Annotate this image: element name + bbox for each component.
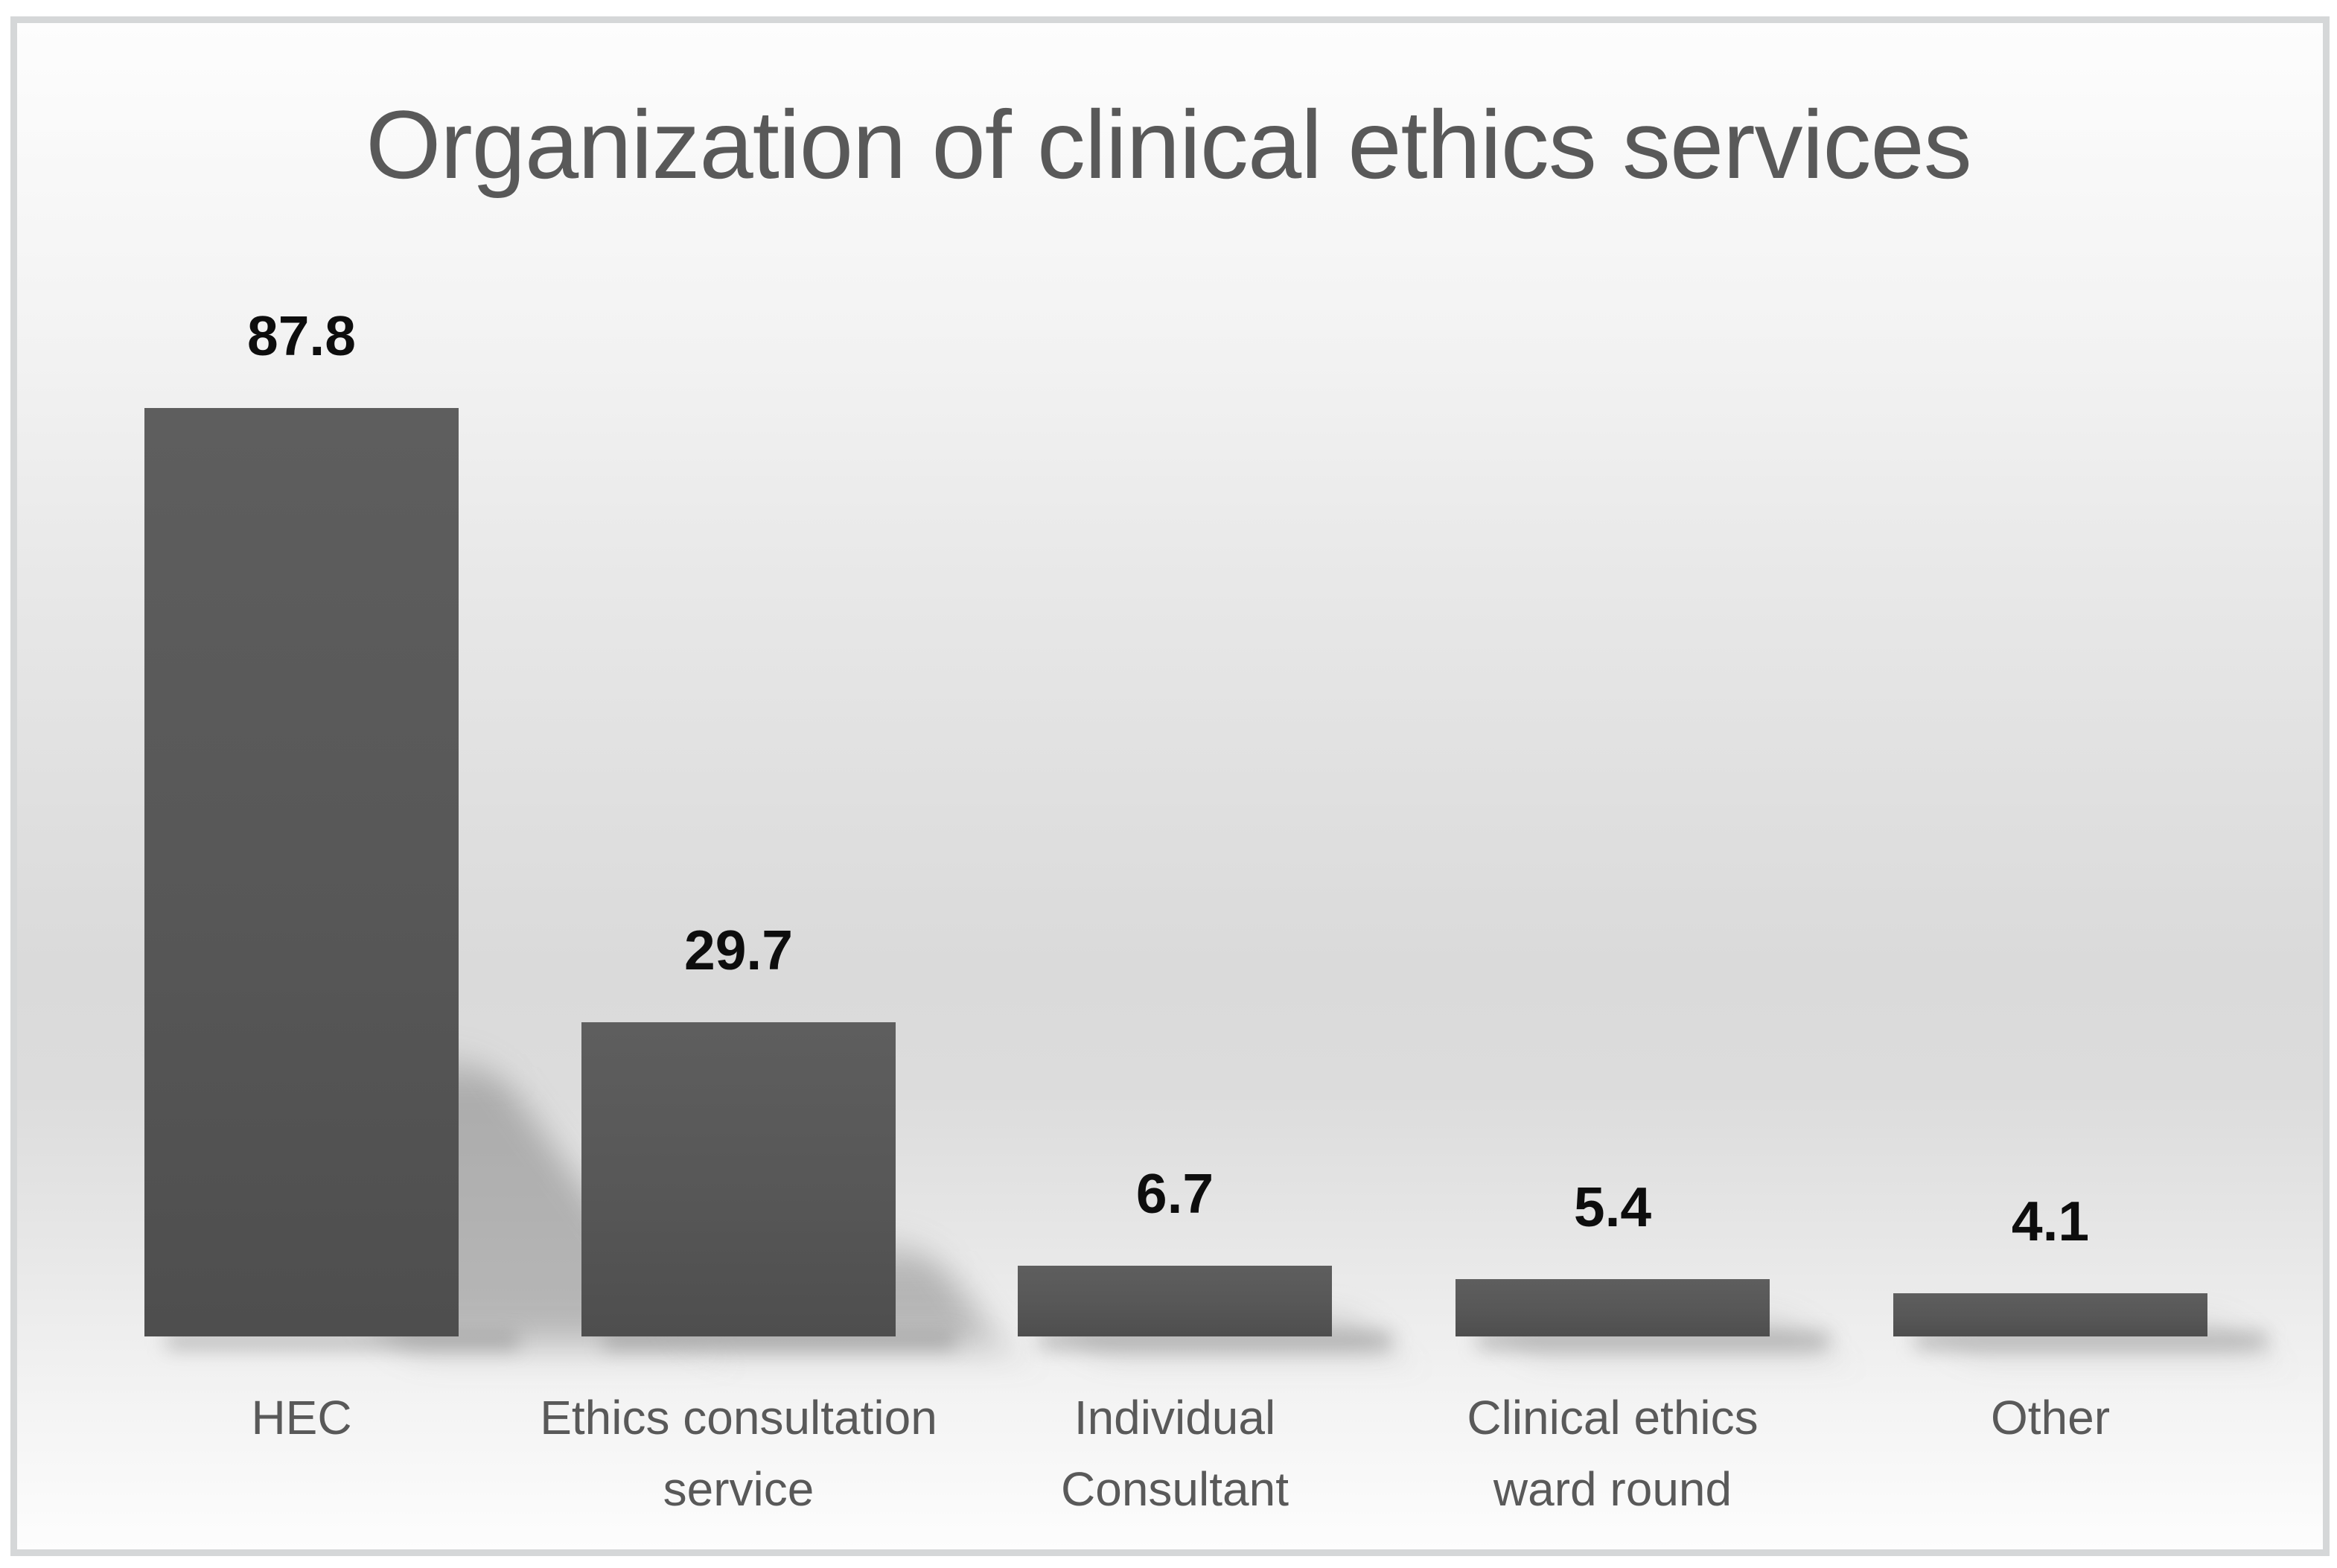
bar-other	[1893, 1293, 2207, 1336]
category-label-other: Other	[1990, 1391, 2111, 1444]
chart-title: Organization of clinical ethics services	[366, 90, 1971, 199]
bar-shadow-strip-hec	[167, 1333, 518, 1348]
value-label-other: 4.1	[2011, 1190, 2090, 1252]
bar-shadow-strip-other	[1916, 1333, 2267, 1348]
bar-individual-consultant	[1018, 1266, 1332, 1336]
bar-shadow-strip-clinical-ethics-ward-round	[1478, 1333, 1829, 1348]
category-label-clinical-ethics-ward-round: Clinical ethics ward round	[1467, 1391, 1759, 1516]
bar-shadow-strip-individual-consultant	[1040, 1333, 1391, 1348]
bar-shadow-strip-ethics-consultation-service	[604, 1333, 955, 1348]
value-label-individual-consultant: 6.7	[1135, 1162, 1214, 1225]
bar-ethics-consultation-service	[581, 1022, 896, 1336]
value-label-hec: 87.8	[247, 305, 356, 367]
category-label-ethics-consultation-service: Ethics consultation service	[540, 1391, 937, 1516]
bar-hec	[144, 408, 459, 1336]
category-label-hec: HEC	[251, 1391, 352, 1444]
value-label-clinical-ethics-ward-round: 5.4	[1573, 1176, 1652, 1238]
bar-clinical-ethics-ward-round	[1456, 1279, 1770, 1336]
category-label-individual-consultant: Individual Consultant	[1061, 1391, 1289, 1516]
value-label-ethics-consultation-service: 29.7	[684, 919, 793, 981]
